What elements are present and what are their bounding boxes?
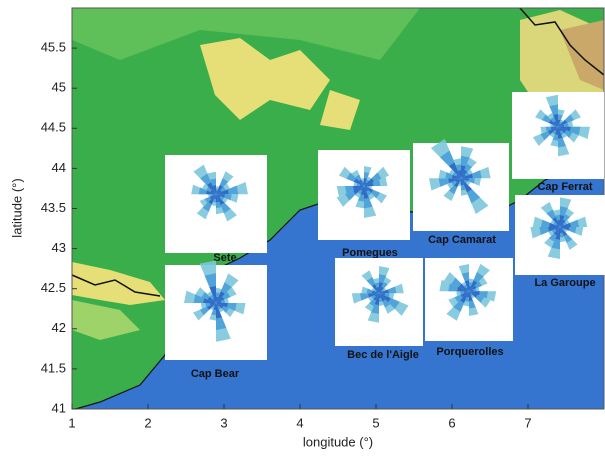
station-label: Cap Camarat — [428, 234, 496, 246]
x-tick-label: 6 — [448, 415, 455, 430]
y-tick-label: 43.5 — [41, 200, 66, 215]
station-label: Cap Ferrat — [537, 181, 592, 193]
x-axis-label: longitude (°) — [303, 434, 373, 449]
y-tick-label: 44.5 — [41, 120, 66, 135]
y-tick-label: 41 — [52, 400, 66, 415]
station-label: La Garoupe — [534, 277, 595, 289]
station-label: Bec de l'Aigle — [347, 349, 419, 361]
x-tick-label: 2 — [144, 415, 151, 430]
y-tick-label: 43 — [52, 240, 66, 255]
x-tick-label: 7 — [524, 415, 531, 430]
y-tick-label: 42 — [52, 320, 66, 335]
x-tick-label: 3 — [220, 415, 227, 430]
y-tick-label: 41.5 — [41, 360, 66, 375]
y-tick-label: 45 — [52, 80, 66, 95]
y-tick-label: 42.5 — [41, 280, 66, 295]
station-label: Pomegues — [342, 247, 398, 259]
y-tick-label: 44 — [52, 160, 66, 175]
station-label: Sete — [213, 252, 236, 264]
x-tick-label: 4 — [296, 415, 303, 430]
x-tick-label: 5 — [372, 415, 379, 430]
y-axis-label: latitude (°) — [9, 178, 24, 237]
station-label: Cap Bear — [191, 368, 240, 380]
station-label: Porquerolles — [436, 346, 503, 358]
x-tick-label: 1 — [68, 415, 75, 430]
y-tick-label: 45.5 — [41, 40, 66, 55]
map-figure: Sete Pomegues Cap Camarat Cap Ferrat La Garo… — [0, 0, 605, 456]
